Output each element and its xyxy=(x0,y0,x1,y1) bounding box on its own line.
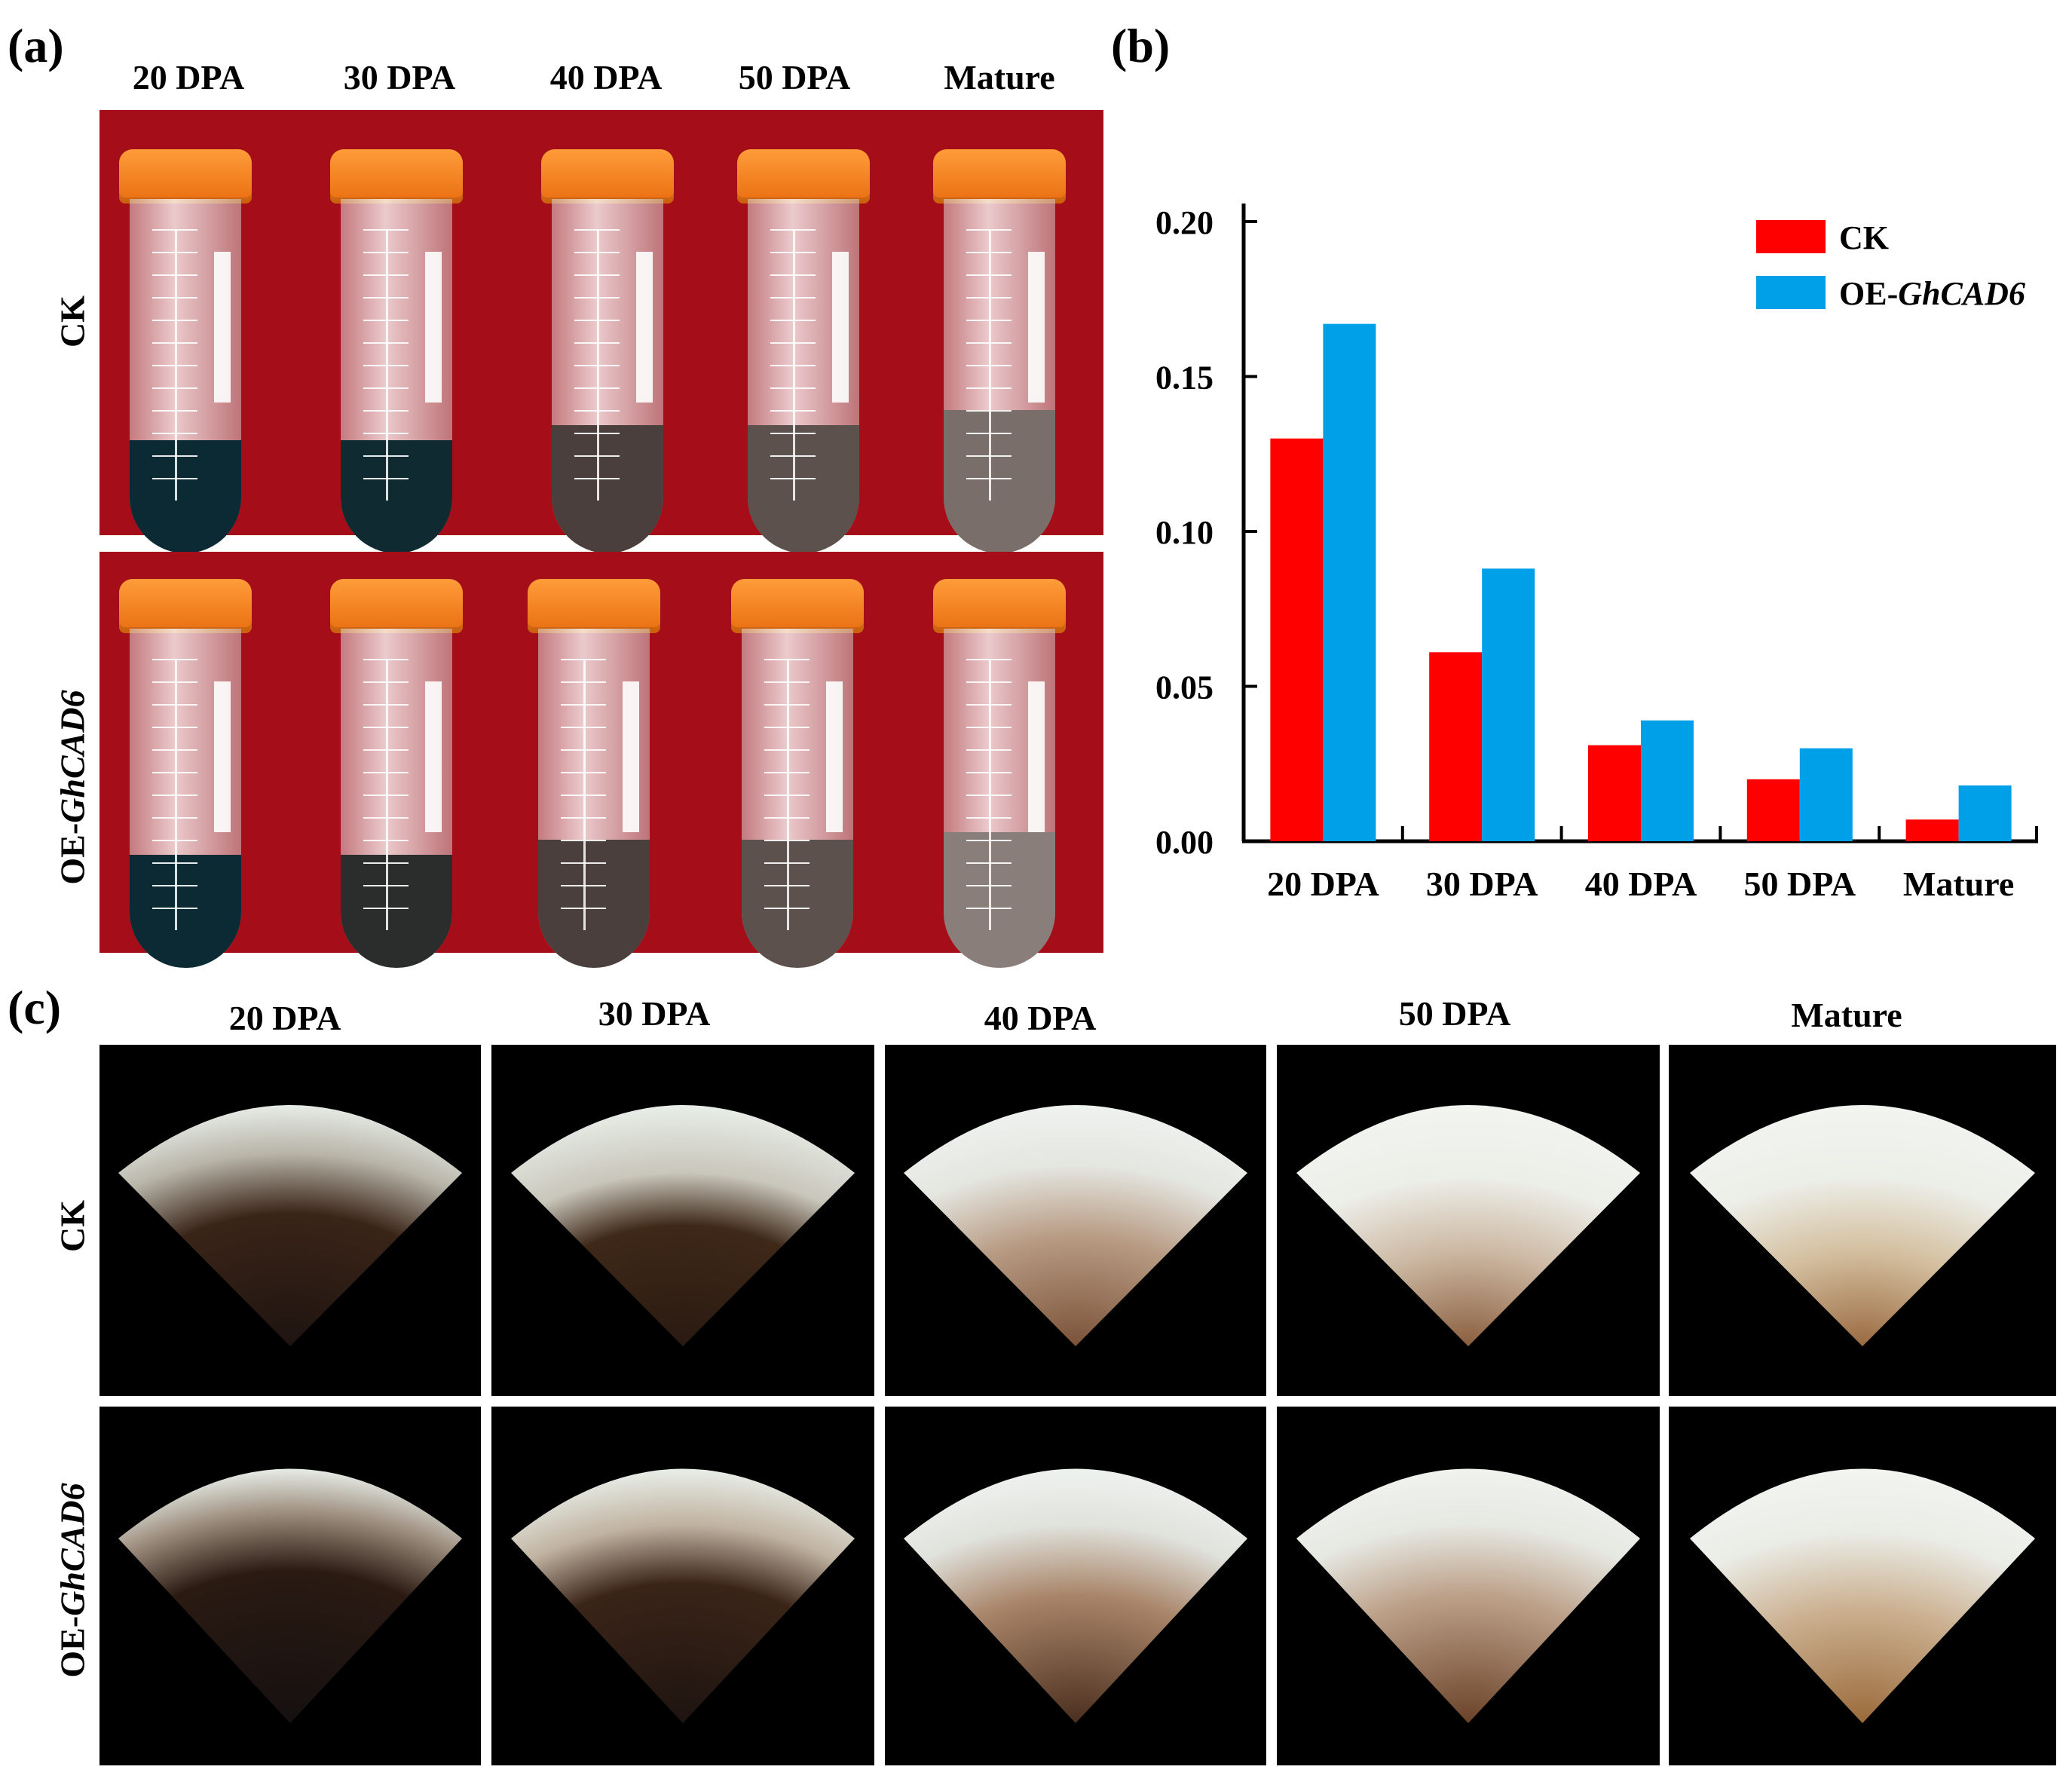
bar-ck-50-dpa xyxy=(1746,779,1800,841)
x-tick-label: Mature xyxy=(1903,865,2014,903)
c-col-label-40dpa: 40 DPA xyxy=(984,999,1097,1037)
c-col-label-50dpa: 50 DPA xyxy=(1398,994,1511,1033)
fan-oe-50dpa xyxy=(1277,1407,1660,1765)
y-tick-label: 0.20 xyxy=(1155,204,1214,241)
c-row-label-ck: CK xyxy=(53,1200,92,1252)
x-tick-label: 30 DPA xyxy=(1426,865,1538,903)
legend-label-ck: CK xyxy=(1839,219,1889,256)
y-tick-label: 0.15 xyxy=(1155,360,1214,396)
panel-a-label: (a) xyxy=(8,19,64,72)
fan-oe-30dpa xyxy=(491,1407,874,1765)
a-row-label-ck: CK xyxy=(53,295,92,347)
a-ck-tubes-photo xyxy=(99,110,1103,553)
legend-label-oe-gene: GhCAD6 xyxy=(1898,275,2025,312)
bar-ck-40-dpa xyxy=(1588,745,1641,841)
x-tick-label: 40 DPA xyxy=(1585,865,1697,903)
legend-swatch-ck xyxy=(1756,220,1826,253)
y-tick-label: 0.10 xyxy=(1155,514,1214,551)
fan-ck-mature xyxy=(1669,1045,2056,1396)
bar-chart: 0.00 0.05 0.10 0.15 0.20 20 DPA 30 DPA 40 DPA 5… xyxy=(1155,204,2038,903)
c-col-label-20dpa: 20 DPA xyxy=(228,999,341,1037)
c-row-label-oe: OE-GhCAD6 xyxy=(53,1483,92,1678)
y-tick-label: 0.05 xyxy=(1155,669,1214,706)
fan-oe-20dpa xyxy=(99,1407,481,1765)
bar-oe-mature xyxy=(1958,785,2012,841)
fan-ck-20dpa xyxy=(99,1045,481,1396)
c-col-label-mature: Mature xyxy=(1791,996,1902,1034)
a-col-label-mature: Mature xyxy=(944,58,1055,96)
x-tick-label: 20 DPA xyxy=(1267,865,1379,903)
fan-oe-mature xyxy=(1669,1407,2056,1765)
bar-ck-20-dpa xyxy=(1270,438,1324,841)
panel-b-label: (b) xyxy=(1111,19,1171,72)
c-col-label-30dpa: 30 DPA xyxy=(598,994,711,1033)
a-col-label-30dpa: 30 DPA xyxy=(343,58,456,96)
bar-oe-40-dpa xyxy=(1641,720,1694,841)
bar-ck-30-dpa xyxy=(1429,652,1483,841)
bar-oe-20-dpa xyxy=(1323,323,1376,841)
bar-oe-30-dpa xyxy=(1482,568,1535,841)
y-tick-label: 0.00 xyxy=(1155,824,1214,861)
a-row-label-oe: OE-GhCAD6 xyxy=(53,690,92,885)
legend-label-oe: OE-GhCAD6 xyxy=(1839,275,2025,312)
fan-ck-30dpa xyxy=(491,1045,874,1396)
x-tick-label: 50 DPA xyxy=(1743,865,1856,903)
a-oe-tubes-photo xyxy=(99,552,1103,968)
fan-ck-50dpa xyxy=(1277,1045,1660,1396)
bar-ck-mature xyxy=(1905,819,1959,841)
a-col-label-40dpa: 40 DPA xyxy=(549,58,663,96)
bar-oe-50-dpa xyxy=(1799,748,1853,841)
fan-ck-40dpa xyxy=(885,1045,1266,1396)
legend-swatch-oe xyxy=(1756,276,1826,309)
fan-oe-40dpa xyxy=(885,1407,1266,1765)
panel-c-label: (c) xyxy=(8,981,62,1034)
a-col-label-50dpa: 50 DPA xyxy=(738,58,851,96)
legend-label-oe-prefix: OE- xyxy=(1839,275,1898,312)
a-col-label-20dpa: 20 DPA xyxy=(132,58,245,96)
